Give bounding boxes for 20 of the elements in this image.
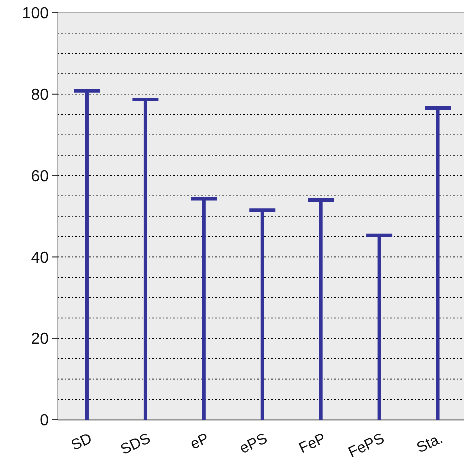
x-tick-label: ePS <box>237 430 270 458</box>
x-tick-label: eP <box>188 430 212 454</box>
y-tick-label: 0 <box>40 412 50 430</box>
bar <box>260 210 264 420</box>
y-tick-label: 20 <box>31 331 50 348</box>
bar <box>144 100 148 420</box>
bar <box>436 108 440 420</box>
bar <box>202 199 206 420</box>
x-tick-label: Sta. <box>414 430 446 457</box>
x-tick-label: SD <box>68 430 96 454</box>
bar <box>378 236 382 420</box>
y-tick-label: 80 <box>31 87 50 104</box>
x-tick-label: SDS <box>118 430 154 459</box>
y-tick-label: 60 <box>31 168 50 186</box>
y-tick-label: 100 <box>22 6 50 23</box>
bar <box>85 91 89 420</box>
bar <box>319 200 323 420</box>
y-tick-label: 40 <box>31 250 50 267</box>
x-tick-label: FePS <box>346 430 388 462</box>
x-tick-label: FeP <box>296 430 329 458</box>
